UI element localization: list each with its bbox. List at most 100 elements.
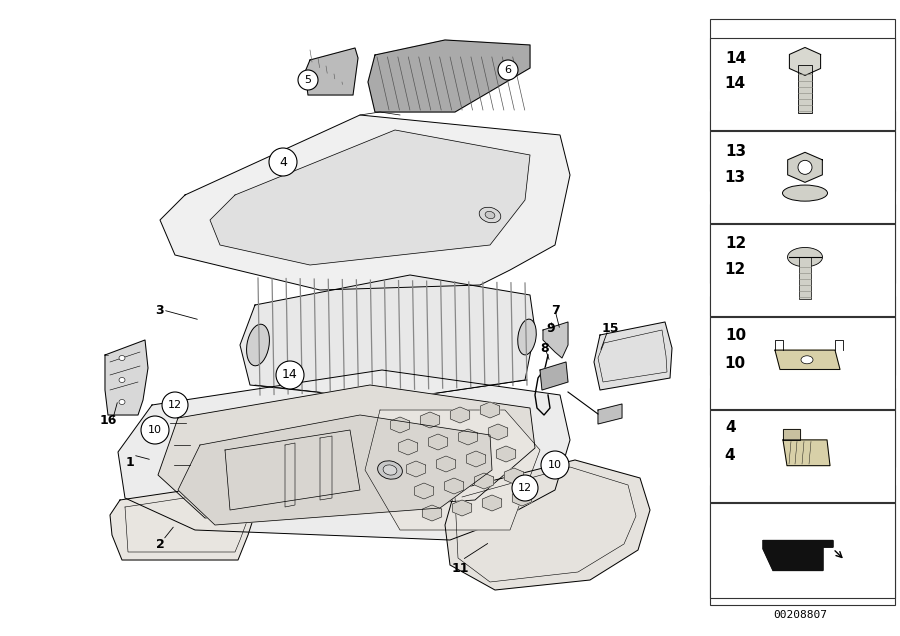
Polygon shape bbox=[489, 424, 508, 440]
Text: 13: 13 bbox=[725, 144, 746, 158]
Ellipse shape bbox=[119, 356, 125, 361]
Polygon shape bbox=[118, 370, 570, 540]
Bar bbox=[710, 224, 895, 316]
Bar bbox=[799, 257, 811, 299]
Polygon shape bbox=[598, 404, 622, 424]
Polygon shape bbox=[305, 48, 358, 95]
Polygon shape bbox=[415, 483, 434, 499]
Bar bbox=[710, 410, 895, 502]
Text: 00208807: 00208807 bbox=[773, 610, 827, 620]
Text: 13: 13 bbox=[724, 170, 745, 184]
Ellipse shape bbox=[479, 207, 500, 223]
Text: 12: 12 bbox=[725, 236, 746, 251]
Text: 2: 2 bbox=[156, 539, 165, 551]
Polygon shape bbox=[458, 429, 478, 445]
Text: 14: 14 bbox=[725, 52, 746, 66]
Bar bbox=[710, 131, 895, 223]
Polygon shape bbox=[497, 446, 516, 462]
Polygon shape bbox=[240, 275, 535, 400]
Polygon shape bbox=[783, 440, 830, 466]
Circle shape bbox=[498, 60, 518, 80]
Text: 12: 12 bbox=[724, 263, 745, 277]
Polygon shape bbox=[445, 478, 464, 494]
Polygon shape bbox=[474, 473, 493, 489]
Polygon shape bbox=[512, 490, 532, 506]
Text: 10: 10 bbox=[725, 328, 746, 343]
Bar bbox=[710, 204, 895, 283]
Polygon shape bbox=[789, 48, 821, 76]
Ellipse shape bbox=[801, 356, 813, 364]
Circle shape bbox=[541, 451, 569, 479]
Polygon shape bbox=[422, 505, 442, 521]
Text: 10: 10 bbox=[548, 460, 562, 470]
Bar bbox=[710, 388, 895, 467]
Polygon shape bbox=[788, 153, 823, 183]
Polygon shape bbox=[105, 340, 148, 415]
Polygon shape bbox=[453, 500, 472, 516]
Text: 6: 6 bbox=[505, 65, 511, 75]
Polygon shape bbox=[160, 115, 570, 290]
Text: 3: 3 bbox=[156, 303, 165, 317]
Polygon shape bbox=[775, 350, 840, 370]
Circle shape bbox=[276, 361, 304, 389]
Text: 9: 9 bbox=[546, 322, 555, 335]
Bar bbox=[798, 65, 812, 113]
Text: 16: 16 bbox=[99, 413, 117, 427]
Polygon shape bbox=[365, 410, 540, 530]
Text: 8: 8 bbox=[541, 342, 549, 354]
Bar bbox=[710, 503, 895, 598]
Polygon shape bbox=[110, 480, 260, 560]
Text: 10: 10 bbox=[724, 356, 745, 371]
Bar bbox=[710, 19, 895, 99]
Ellipse shape bbox=[518, 319, 536, 355]
Polygon shape bbox=[783, 429, 800, 440]
Ellipse shape bbox=[247, 324, 269, 366]
Text: 15: 15 bbox=[601, 322, 619, 335]
Text: 5: 5 bbox=[304, 75, 311, 85]
Bar bbox=[710, 296, 895, 375]
Text: 7: 7 bbox=[551, 303, 560, 317]
Ellipse shape bbox=[485, 211, 495, 219]
Polygon shape bbox=[399, 439, 418, 455]
Polygon shape bbox=[178, 415, 492, 525]
Polygon shape bbox=[481, 402, 500, 418]
Circle shape bbox=[269, 148, 297, 176]
Polygon shape bbox=[451, 407, 470, 423]
Ellipse shape bbox=[383, 465, 397, 475]
Polygon shape bbox=[466, 451, 485, 467]
Circle shape bbox=[162, 392, 188, 418]
Polygon shape bbox=[158, 385, 535, 518]
Text: 4: 4 bbox=[279, 155, 287, 169]
Polygon shape bbox=[540, 362, 568, 390]
Text: 14: 14 bbox=[724, 76, 745, 92]
Circle shape bbox=[141, 416, 169, 444]
Bar bbox=[710, 485, 895, 605]
Text: 14: 14 bbox=[282, 368, 298, 382]
Bar bbox=[710, 111, 895, 191]
Polygon shape bbox=[391, 417, 410, 433]
Text: 11: 11 bbox=[451, 562, 469, 574]
Text: 12: 12 bbox=[518, 483, 532, 493]
Ellipse shape bbox=[788, 247, 823, 266]
Polygon shape bbox=[543, 322, 568, 358]
Ellipse shape bbox=[378, 461, 402, 479]
Circle shape bbox=[298, 70, 318, 90]
Polygon shape bbox=[210, 130, 530, 265]
Polygon shape bbox=[428, 434, 447, 450]
Text: 12: 12 bbox=[168, 400, 182, 410]
Bar bbox=[710, 317, 895, 409]
Polygon shape bbox=[445, 460, 650, 590]
Text: 4: 4 bbox=[724, 448, 734, 464]
Polygon shape bbox=[368, 40, 530, 112]
Ellipse shape bbox=[782, 185, 827, 201]
Polygon shape bbox=[594, 322, 672, 390]
Polygon shape bbox=[763, 541, 833, 570]
Polygon shape bbox=[482, 495, 501, 511]
Polygon shape bbox=[407, 461, 426, 477]
Circle shape bbox=[798, 160, 812, 174]
Text: 10: 10 bbox=[148, 425, 162, 435]
Text: 1: 1 bbox=[126, 455, 134, 469]
Ellipse shape bbox=[119, 399, 125, 404]
Polygon shape bbox=[436, 456, 455, 472]
Polygon shape bbox=[420, 412, 439, 428]
